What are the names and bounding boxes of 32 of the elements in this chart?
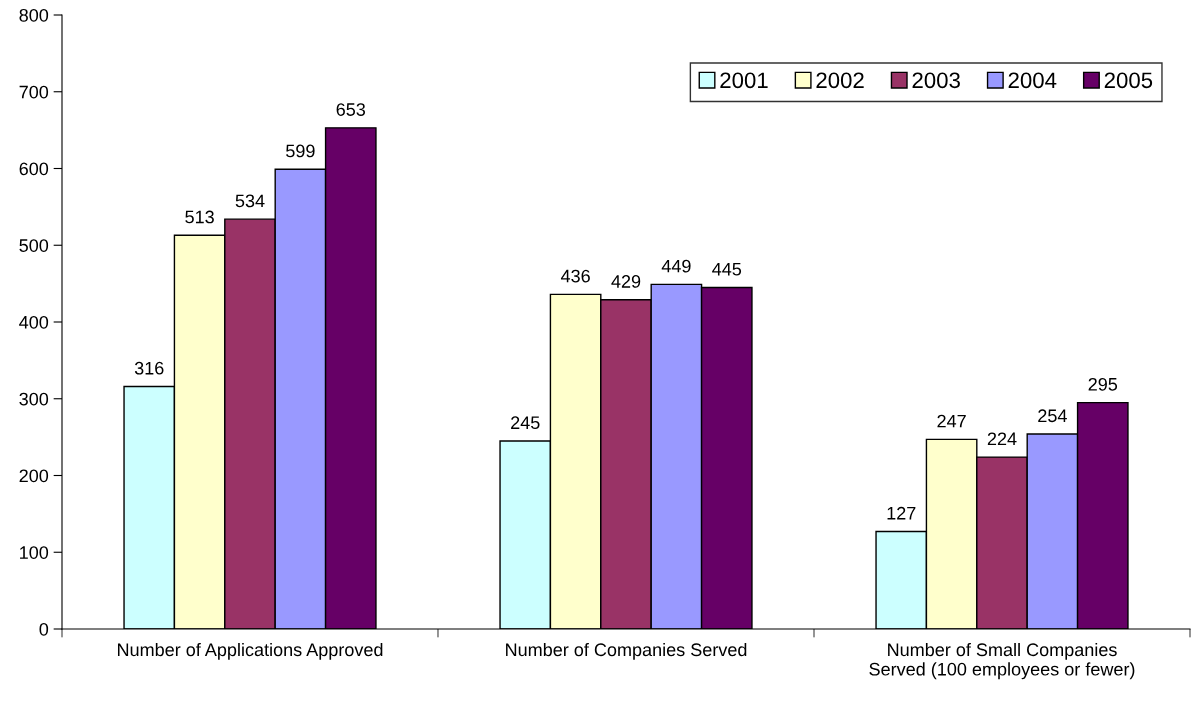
y-tick-label: 200 <box>19 469 49 483</box>
y-tick-label: 500 <box>19 239 49 252</box>
data-label: 513 <box>185 210 214 224</box>
data-label: 449 <box>661 259 691 273</box>
y-tick-label: 800 <box>19 8 49 22</box>
data-label: 599 <box>286 144 315 158</box>
data-label: 295 <box>1088 377 1118 391</box>
data-label: 247 <box>937 414 966 428</box>
data-label: 534 <box>235 194 265 208</box>
data-label: 316 <box>134 361 164 375</box>
data-label: 436 <box>560 269 590 283</box>
data-label: 445 <box>712 262 742 276</box>
y-tick-label: 300 <box>19 392 49 406</box>
legend-label: 2005 <box>1104 72 1153 89</box>
y-tick-label: 100 <box>20 546 49 559</box>
legend-label: 2001 <box>720 72 768 89</box>
x-tick-label: Number of Applications Approved <box>118 642 383 660</box>
data-label: 127 <box>887 506 916 520</box>
data-label: 254 <box>1038 409 1067 423</box>
legend-label: 2003 <box>912 72 960 89</box>
data-label: 653 <box>336 103 366 116</box>
y-tick-label: 700 <box>19 85 49 99</box>
data-label: 224 <box>987 432 1017 445</box>
legend-label: 2004 <box>1008 72 1057 89</box>
legend-label: 2002 <box>816 72 864 89</box>
x-tick-label: Number of Small Companies Served (100 employees or fewer) <box>869 642 1135 680</box>
y-tick-label: 0 <box>39 622 49 636</box>
x-tick-label: Number of Companies Served <box>506 642 747 660</box>
data-label: 245 <box>511 416 540 430</box>
y-tick-label: 600 <box>19 162 49 176</box>
y-tick-label: 400 <box>19 315 49 329</box>
data-label: 429 <box>611 275 641 288</box>
